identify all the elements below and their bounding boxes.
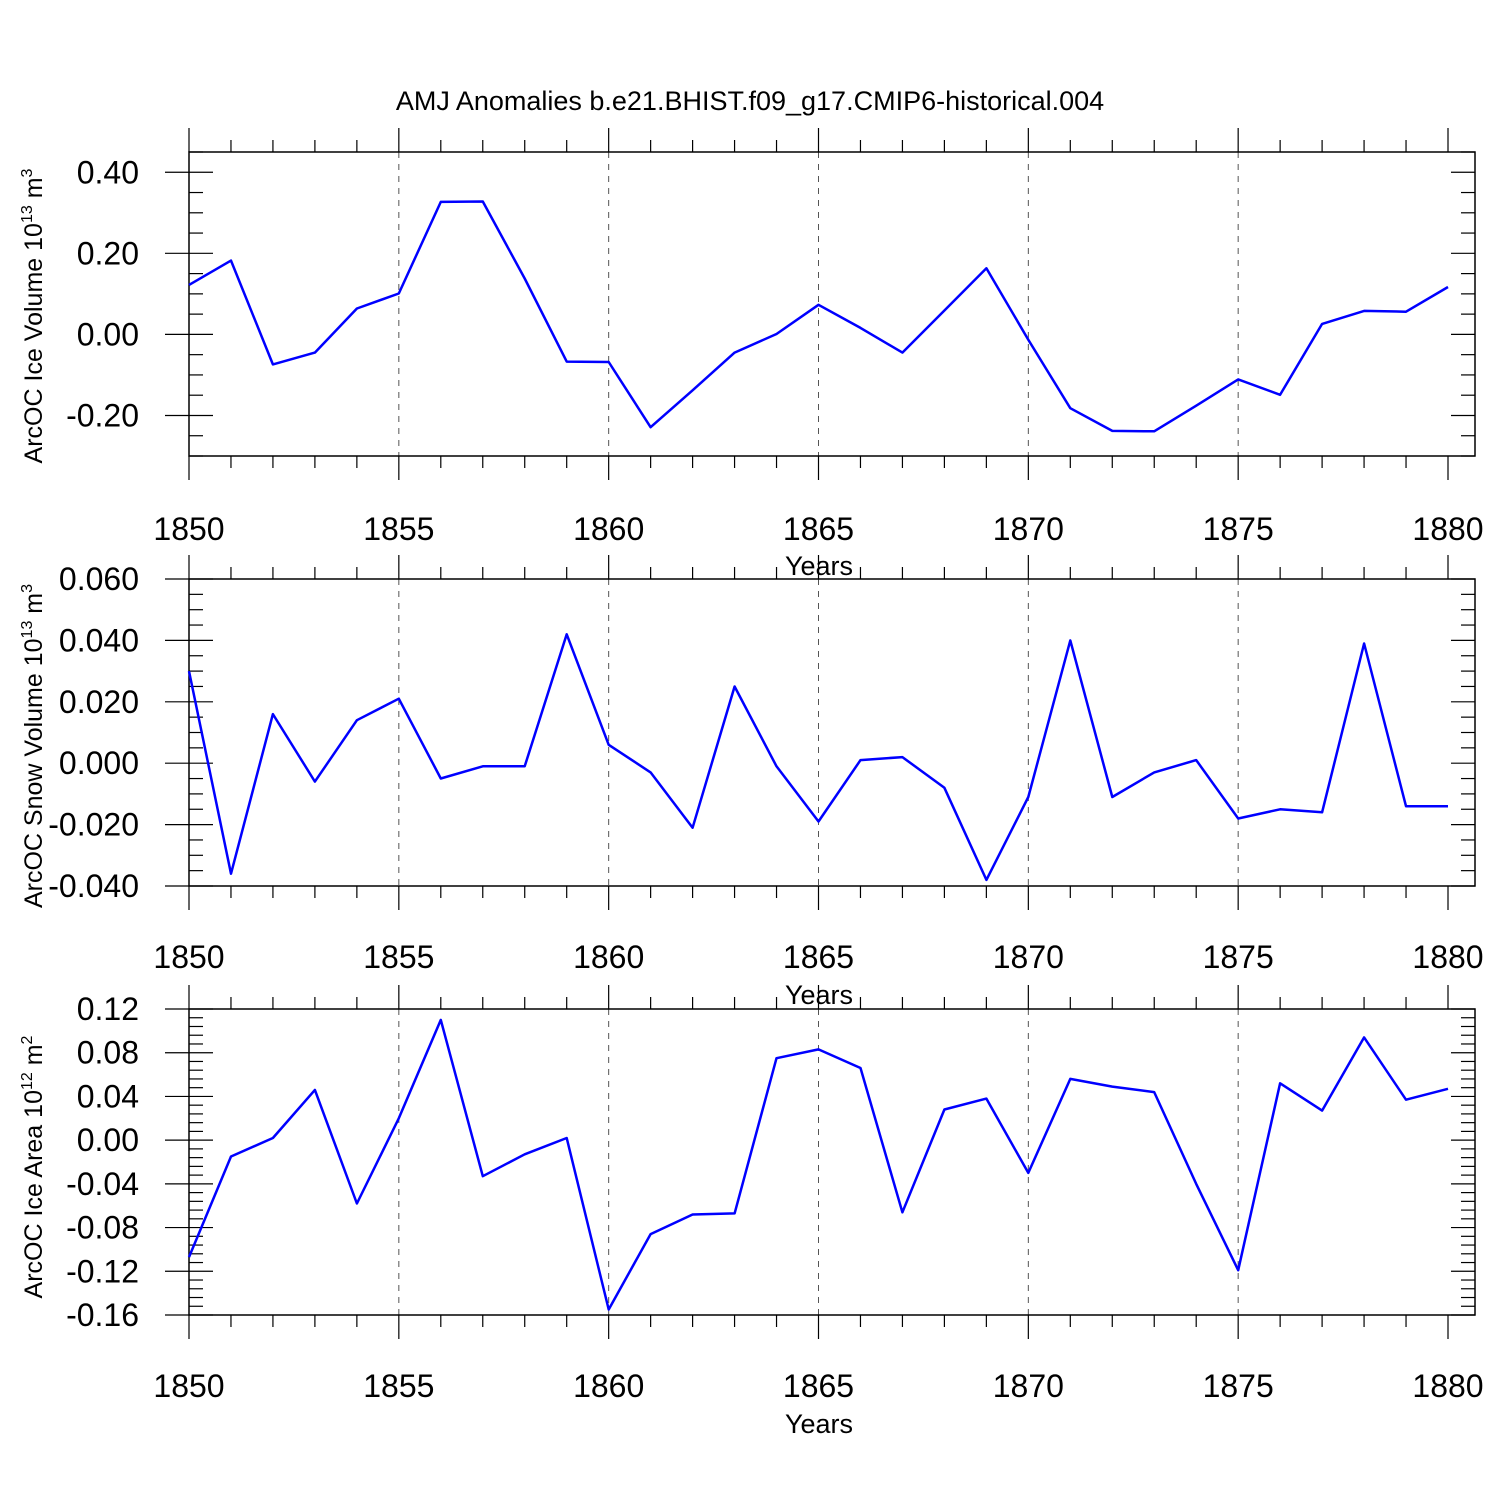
x-tick-label: 1870 [993,939,1064,975]
x-tick-label: 1860 [573,939,644,975]
y-tick-label: 0.04 [77,1078,139,1114]
x-tick-label: 1870 [993,1368,1064,1404]
x-tick-label: 1865 [783,1368,854,1404]
y-tick-label: 0.000 [59,745,139,781]
y-tick-label: 0.40 [77,154,139,190]
y-tick-label: 0.20 [77,235,139,271]
panel-3: -0.16 -0.12 -0.08 -0.04 0.00 0.04 0.08 0.12 1850… [19,985,1484,1439]
y-tick-label: 0.00 [77,316,139,352]
x-tick-label: 1855 [363,939,434,975]
y-axis-title: ArcOC Snow Volume 1013 m3 [19,584,48,908]
x-tick-label: 1880 [1412,939,1483,975]
y-tick-label: -0.040 [48,868,139,904]
y-tick-label: -0.08 [66,1210,139,1246]
x-tick-label: 1880 [1412,1368,1483,1404]
x-tick-label: 1865 [783,939,854,975]
panel-1: -0.20 0.00 0.20 0.40 1850 1855 1860 1865 1870 187… [19,128,1484,581]
y-axis-title: ArcOC Ice Area 1012 m2 [19,1035,48,1298]
y-tick-label: 0.040 [59,622,139,658]
x-tick-label: 1875 [1203,939,1274,975]
y-tick-label: 0.12 [77,991,139,1027]
y-tick-label: -0.16 [66,1297,139,1333]
y-tick-label: -0.020 [48,807,139,843]
x-tick-label: 1875 [1203,1368,1274,1404]
x-tick-label: 1870 [993,511,1064,547]
y-tick-label: -0.04 [66,1166,139,1202]
x-tick-label: 1850 [153,1368,224,1404]
plot-frame [188,151,1476,457]
plot-frame [188,578,1476,887]
x-tick-label: 1855 [363,511,434,547]
x-tick-label: 1855 [363,1368,434,1404]
x-tick-label: 1850 [153,511,224,547]
x-tick-label: 1860 [573,511,644,547]
x-axis-title: Years [785,1409,853,1439]
x-tick-label: 1850 [153,939,224,975]
chart-title: AMJ Anomalies b.e21.BHIST.f09_g17.CMIP6-… [396,86,1104,116]
x-tick-label: 1865 [783,511,854,547]
y-tick-label: 0.020 [59,684,139,720]
panel-2: -0.040 -0.020 0.000 0.020 0.040 0.060 1850 1855… [19,555,1484,1010]
y-axis-title: ArcOC Ice Volume 1013 m3 [19,168,48,463]
y-tick-label: -0.20 [66,397,139,433]
plot-frame [188,1008,1476,1316]
x-tick-label: 1875 [1203,511,1274,547]
y-tick-label: -0.12 [66,1253,139,1289]
y-tick-label: 0.08 [77,1035,139,1071]
y-tick-label: 0.00 [77,1122,139,1158]
y-tick-label: 0.060 [59,561,139,597]
panels-group: -0.20 0.00 0.20 0.40 1850 1855 1860 1865 1870 187… [19,128,1484,1439]
x-tick-label: 1880 [1412,511,1483,547]
x-tick-label: 1860 [573,1368,644,1404]
